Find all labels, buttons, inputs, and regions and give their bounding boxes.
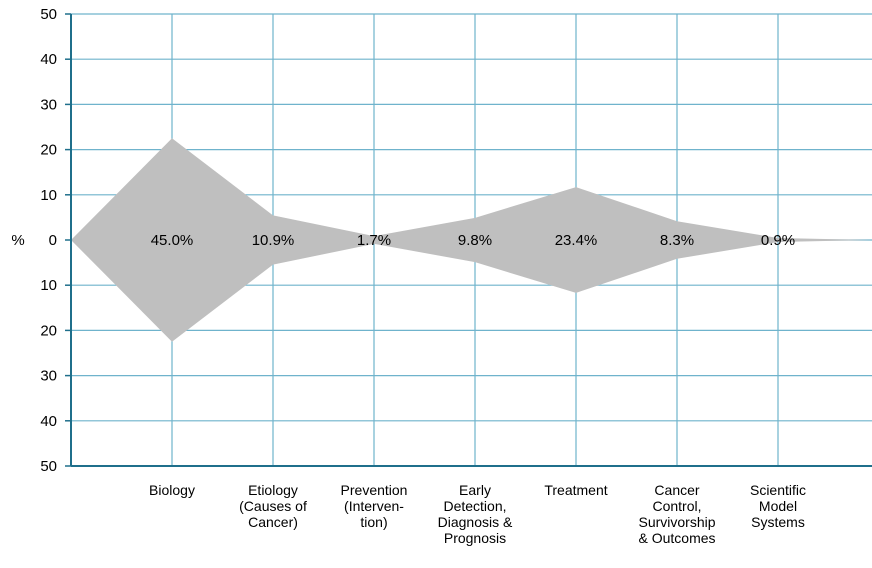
- value-label: 23.4%: [555, 232, 598, 249]
- x-tick-label: Treatment: [544, 482, 608, 498]
- y-tick-label: 30: [40, 96, 57, 113]
- value-label: 9.8%: [458, 232, 492, 249]
- x-tick-label: Prevention (Interven- tion): [340, 482, 408, 530]
- x-tick-label: Scientific Model Systems: [749, 482, 807, 530]
- y-tick-label: 0: [49, 232, 57, 249]
- value-label: 45.0%: [151, 232, 194, 249]
- x-tick-label: Biology: [149, 482, 195, 498]
- y-tick-label: 50: [40, 6, 57, 23]
- y-tick-label: 20: [40, 142, 57, 159]
- y-tick-label: 10: [40, 277, 57, 294]
- area: [71, 138, 872, 342]
- value-label: 10.9%: [252, 232, 295, 249]
- y-tick-label: 40: [40, 51, 57, 68]
- y-tick-label: 50: [40, 458, 57, 475]
- y-tick-label: 20: [40, 322, 57, 339]
- y-tick-label: 10: [40, 187, 57, 204]
- x-tick-label: Cancer Control, Survivorship & Outcomes: [638, 482, 716, 546]
- value-label: 1.7%: [357, 232, 391, 249]
- x-tick-label: Early Detection, Diagnosis & Prognosis: [437, 482, 513, 546]
- y-axis-label: %: [11, 232, 24, 249]
- y-tick-label: 30: [40, 368, 57, 385]
- value-label: 0.9%: [761, 232, 795, 249]
- x-tick-label: Etiology (Causes of Cancer): [239, 482, 307, 530]
- value-label: 8.3%: [660, 232, 694, 249]
- y-tick-label: 40: [40, 413, 57, 430]
